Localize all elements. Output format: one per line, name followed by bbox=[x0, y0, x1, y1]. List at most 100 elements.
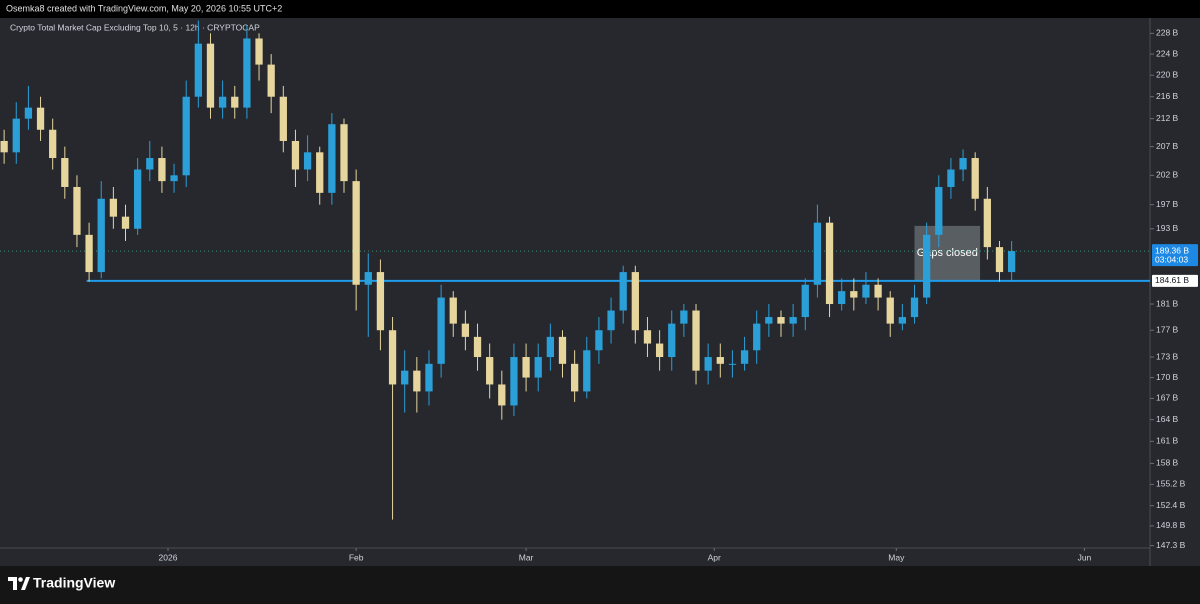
candle-body bbox=[206, 43, 215, 108]
chart-label: Crypto Total Market Cap Excluding Top 10… bbox=[10, 22, 260, 32]
candle-body bbox=[619, 272, 627, 311]
candle-body bbox=[510, 357, 518, 406]
candle-body bbox=[534, 357, 542, 378]
y-tick-label: 155.2 B bbox=[1156, 479, 1186, 489]
candle-body bbox=[340, 124, 348, 182]
candle-body bbox=[218, 96, 227, 108]
x-tick-label: 2026 bbox=[159, 552, 178, 562]
candle-body bbox=[862, 284, 870, 298]
candle-body bbox=[680, 310, 688, 324]
candle-body bbox=[437, 297, 445, 364]
candle-body bbox=[73, 186, 81, 235]
x-tick-label: Feb bbox=[349, 552, 364, 562]
y-tick-label: 173 B bbox=[1156, 351, 1179, 361]
candle-body bbox=[789, 317, 797, 324]
x-tick-label: Jun bbox=[1078, 552, 1092, 562]
candle-body bbox=[728, 363, 737, 365]
candle-body bbox=[570, 363, 579, 392]
candle-body bbox=[328, 124, 336, 193]
y-tick-label: 181 B bbox=[1156, 298, 1179, 308]
candle-body bbox=[121, 216, 130, 229]
candle-body bbox=[947, 169, 955, 187]
candle-body bbox=[522, 357, 530, 378]
plot-area: 228 B 224 B 220 B 216 B 212 B 207 B 202 B 197 B… bbox=[0, 18, 1198, 566]
candle-body bbox=[558, 336, 567, 364]
y-tick-label: 216 B bbox=[1156, 91, 1179, 101]
y-tick-label: 197 B bbox=[1156, 199, 1179, 209]
candle-body bbox=[935, 186, 943, 235]
candle-body bbox=[595, 330, 603, 351]
candle-body bbox=[401, 370, 409, 385]
candle-body bbox=[813, 222, 822, 285]
candle-body bbox=[255, 38, 263, 65]
candle-body bbox=[279, 96, 287, 141]
last-price-label: 189.36 B bbox=[1155, 245, 1189, 255]
last-price-box bbox=[1152, 244, 1198, 267]
candle-body bbox=[158, 158, 166, 182]
y-tick-label: 207 B bbox=[1156, 141, 1179, 151]
candle-body bbox=[97, 198, 105, 273]
annotation-text: Gaps closed bbox=[917, 247, 978, 259]
candle-body bbox=[12, 118, 20, 153]
y-tick-label: 177 B bbox=[1156, 324, 1179, 334]
y-tick-label: 161 B bbox=[1156, 436, 1179, 446]
candle-body bbox=[546, 336, 555, 358]
candle-body bbox=[655, 343, 664, 358]
candle-body bbox=[607, 310, 615, 331]
candle-body bbox=[146, 158, 154, 170]
candle-body bbox=[643, 330, 652, 344]
candle-body bbox=[801, 284, 809, 318]
candle-body bbox=[376, 272, 385, 331]
candle-body bbox=[874, 284, 882, 298]
candle-body bbox=[170, 175, 178, 182]
candle-body bbox=[182, 96, 190, 176]
candle-body bbox=[425, 363, 433, 392]
candle-body bbox=[85, 234, 93, 273]
candle-body bbox=[267, 64, 275, 97]
candle-body bbox=[910, 297, 919, 318]
y-tick-label: 149.8 B bbox=[1156, 520, 1186, 530]
candle-body bbox=[243, 38, 251, 108]
top-bar bbox=[0, 0, 1200, 18]
candle-body bbox=[850, 291, 858, 298]
candle-body bbox=[704, 357, 712, 371]
candle-body bbox=[134, 169, 142, 229]
candle-body bbox=[886, 297, 894, 324]
candle-body bbox=[194, 43, 202, 97]
y-tick-label: 167 B bbox=[1156, 393, 1179, 403]
candle-body bbox=[716, 357, 724, 364]
y-tick-label: 158 B bbox=[1156, 458, 1179, 468]
candle-body bbox=[486, 357, 494, 385]
candle-body bbox=[109, 198, 118, 217]
candle-body bbox=[995, 247, 1004, 273]
y-tick-label: 164 B bbox=[1156, 414, 1179, 424]
brand-logo bbox=[8, 577, 30, 590]
candle-body bbox=[971, 158, 979, 199]
candle-body bbox=[740, 350, 749, 364]
y-tick-label: 228 B bbox=[1156, 28, 1179, 38]
candle-body bbox=[316, 152, 324, 193]
y-tick-label: 152.4 B bbox=[1156, 500, 1186, 510]
candle-body bbox=[777, 317, 785, 324]
y-tick-label: 220 B bbox=[1156, 69, 1179, 79]
candle-body bbox=[36, 107, 45, 130]
y-tick-label: 170 B bbox=[1156, 372, 1179, 382]
candle-body bbox=[413, 370, 421, 392]
y-tick-label: 212 B bbox=[1156, 113, 1179, 123]
x-tick-label: Apr bbox=[708, 552, 721, 562]
y-tick-label: 224 B bbox=[1156, 48, 1179, 58]
candle-body bbox=[1007, 251, 1016, 273]
candle-body bbox=[24, 107, 33, 119]
x-tick-label: Mar bbox=[519, 552, 534, 562]
candle-body bbox=[231, 96, 239, 108]
candle-body bbox=[583, 350, 591, 392]
last-price-countdown: 03:04:03 bbox=[1155, 254, 1188, 264]
candle-body bbox=[959, 158, 967, 170]
candle-body bbox=[692, 310, 700, 371]
candle-body bbox=[461, 323, 470, 337]
y-tick-label: 202 B bbox=[1156, 170, 1179, 180]
candle-body bbox=[303, 152, 312, 170]
candle-body bbox=[364, 272, 372, 285]
